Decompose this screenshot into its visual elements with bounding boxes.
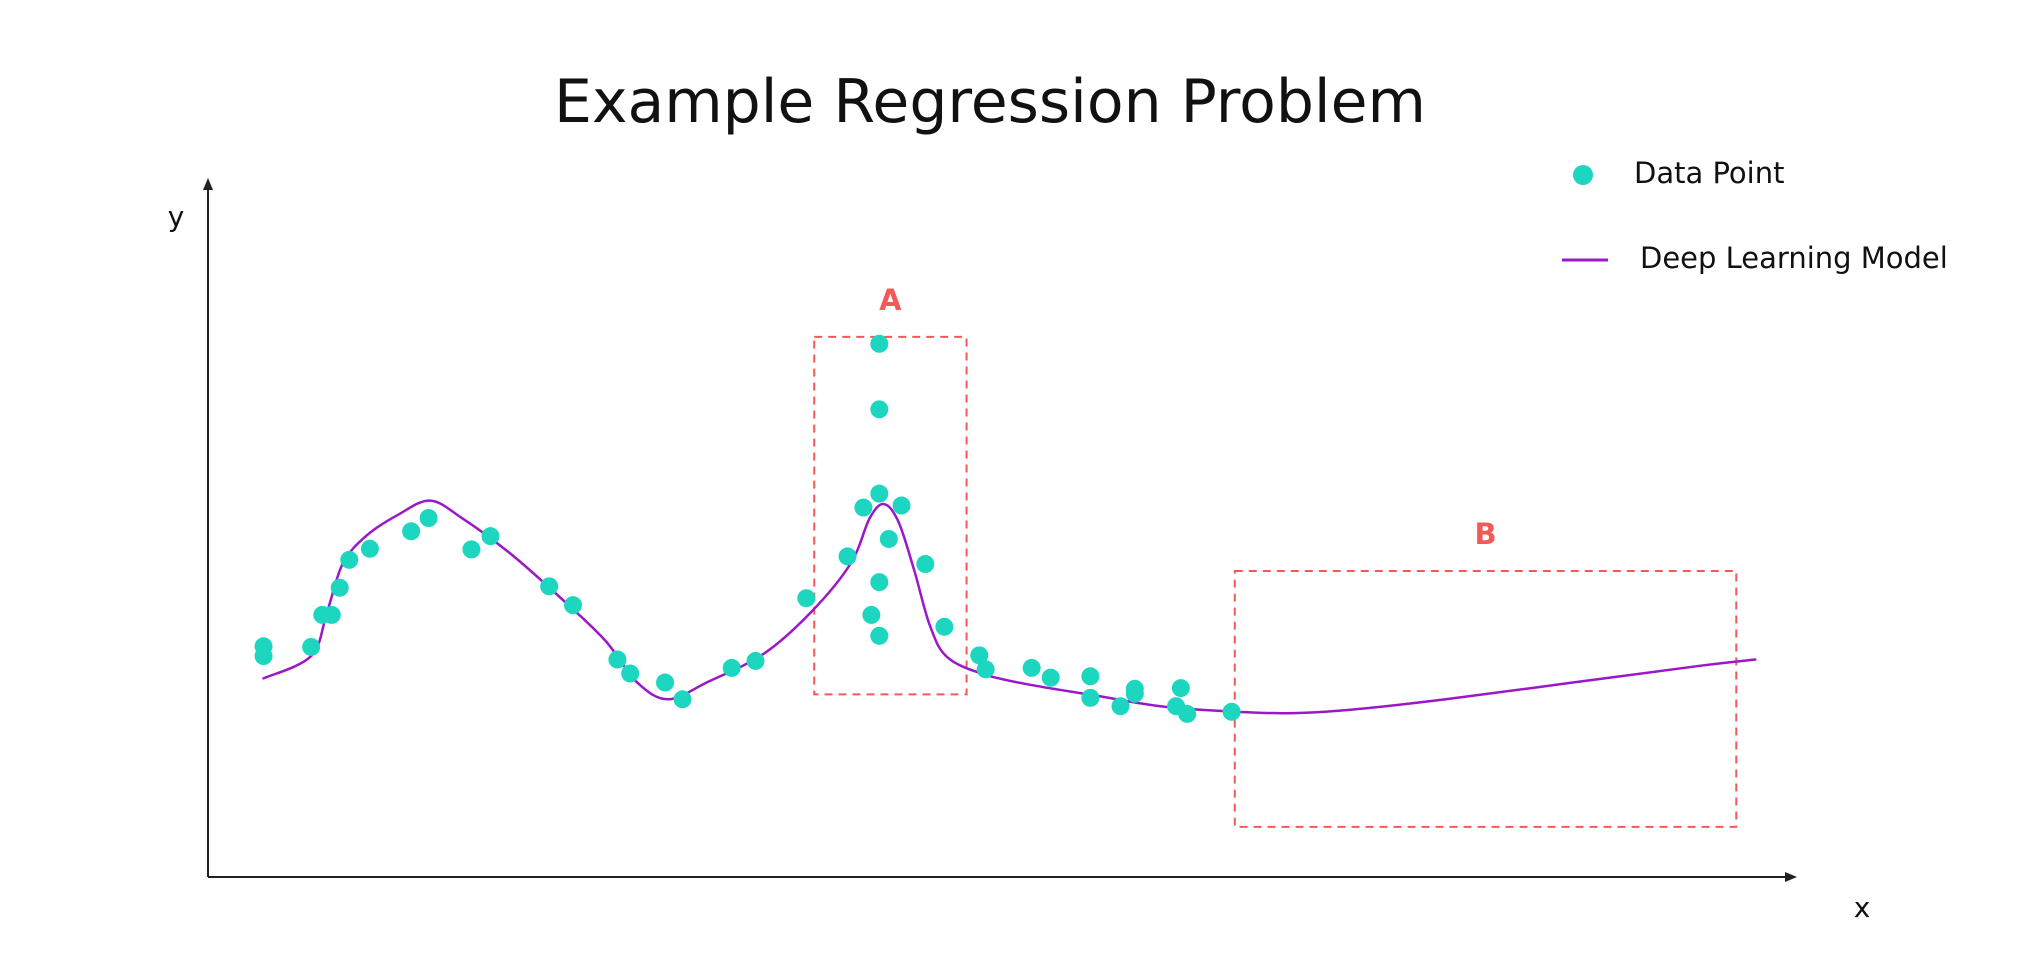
- data-point: [870, 334, 889, 353]
- data-point: [608, 650, 627, 669]
- deep-learning-model-line: [262, 499, 1757, 715]
- region-label-b: B: [1474, 517, 1496, 551]
- data-point: [870, 484, 889, 503]
- data-point: [302, 637, 321, 656]
- data-point: [1178, 704, 1197, 723]
- data-point: [1041, 668, 1060, 687]
- data-point: [862, 605, 881, 624]
- data-point: [916, 555, 935, 574]
- data-point: [360, 539, 379, 558]
- data-point: [656, 673, 675, 692]
- y-axis-label: y: [168, 200, 185, 233]
- data-point: [870, 626, 889, 645]
- legend-data-point-marker: [1573, 165, 1593, 185]
- data-point: [892, 496, 911, 515]
- data-point: [673, 690, 692, 709]
- region-label-a: A: [879, 283, 902, 317]
- data-point: [797, 589, 816, 608]
- regions-layer: AB: [813, 283, 1738, 828]
- data-point: [330, 578, 349, 597]
- data-point: [564, 596, 583, 615]
- x-axis-label: x: [1854, 891, 1871, 924]
- data-point: [1022, 658, 1041, 677]
- data-point: [870, 573, 889, 592]
- data-point: [854, 498, 873, 517]
- series-layer: [254, 334, 1757, 723]
- data-point: [1125, 679, 1144, 698]
- data-point: [419, 509, 438, 528]
- region-box-a: [813, 335, 968, 696]
- data-point: [976, 660, 995, 679]
- data-point: [1111, 697, 1130, 716]
- region-box-b: [1233, 570, 1738, 828]
- data-point: [746, 651, 765, 670]
- data-point: [722, 658, 741, 677]
- data-point: [1222, 702, 1241, 721]
- legend-data-point-label: Data Point: [1634, 156, 1784, 190]
- data-point: [481, 527, 500, 546]
- data-point: [935, 617, 954, 636]
- data-point: [254, 647, 273, 666]
- data-point: [340, 550, 359, 569]
- data-point: [621, 664, 640, 683]
- data-point: [322, 605, 341, 624]
- data-point: [402, 522, 421, 541]
- data-point: [838, 547, 857, 566]
- data-point: [462, 540, 481, 559]
- legend-deep-learning-model-label: Deep Learning Model: [1640, 241, 1948, 275]
- data-point: [540, 577, 559, 596]
- data-point: [1171, 679, 1190, 698]
- data-point: [1081, 667, 1100, 686]
- data-point: [1081, 688, 1100, 707]
- legend: Data Point Deep Learning Model: [1562, 156, 1948, 275]
- data-point: [970, 646, 989, 665]
- chart-title: Example Regression Problem: [554, 67, 1426, 137]
- data-point: [870, 400, 889, 419]
- data-point: [879, 529, 898, 548]
